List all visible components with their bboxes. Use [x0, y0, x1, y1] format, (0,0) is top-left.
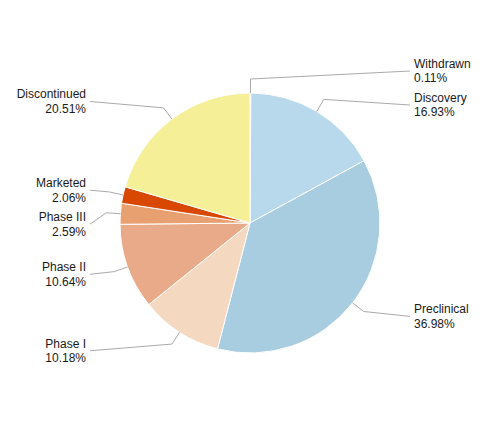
- svg-text:Discovery16.93%: Discovery16.93%: [414, 91, 467, 119]
- svg-text:Withdrawn0.11%: Withdrawn0.11%: [414, 57, 471, 85]
- svg-text:Preclinical36.98%: Preclinical36.98%: [414, 302, 469, 330]
- svg-text:Phase I10.18%: Phase I10.18%: [45, 337, 86, 365]
- svg-text:Phase III2.59%: Phase III2.59%: [39, 210, 87, 238]
- svg-text:Marketed2.06%: Marketed2.06%: [36, 176, 86, 204]
- svg-text:Phase II10.64%: Phase II10.64%: [42, 260, 86, 288]
- svg-text:Discontinued20.51%: Discontinued20.51%: [17, 87, 87, 115]
